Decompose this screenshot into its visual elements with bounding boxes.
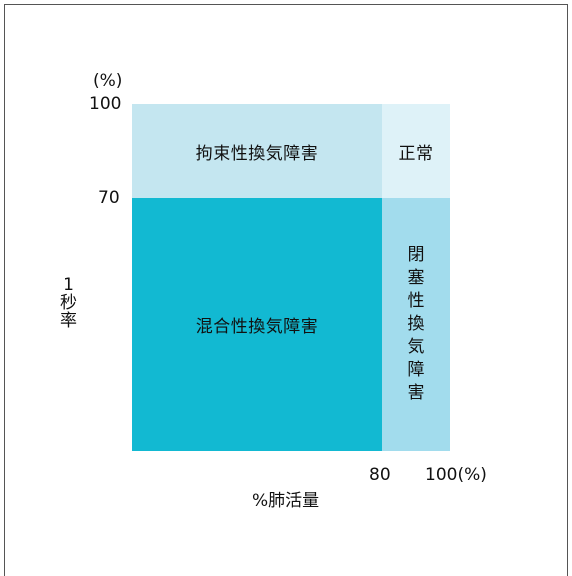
y-axis-unit: (%) [93,71,123,91]
y-axis-label: 1 秒 率 [60,276,77,330]
obstructive-char: 害 [407,383,425,403]
y-axis-label-char: 率 [60,311,77,331]
region-normal: 正常 [382,104,450,198]
region-mixed: 混合性換気障害 [132,198,382,451]
region-obstructive-label: 閉 塞 性 換 気 障 害 [408,244,425,405]
obstructive-char: 塞 [407,268,425,288]
obstructive-char: 性 [407,291,425,311]
obstructive-char: 障 [407,360,425,380]
x-tick-80: 80 [369,465,391,485]
obstructive-char: 換 [407,314,425,334]
region-obstructive: 閉 塞 性 換 気 障 害 [382,198,450,451]
figure-frame [4,4,568,576]
obstructive-char: 閉 [407,245,425,265]
obstructive-char: 気 [407,337,425,357]
region-mixed-label: 混合性換気障害 [195,317,319,337]
region-restrictive-label: 拘束性換気障害 [195,143,319,164]
x-axis-label: %肺活量 [252,491,320,511]
x-tick-100: 100(%) [425,465,487,485]
y-tick-70: 70 [98,188,120,208]
region-restrictive: 拘束性換気障害 [132,104,382,198]
y-tick-100: 100 [89,94,122,114]
y-axis-label-char: 1 [63,275,74,295]
region-normal-label: 正常 [398,143,434,164]
y-axis-label-char: 秒 [60,293,77,313]
